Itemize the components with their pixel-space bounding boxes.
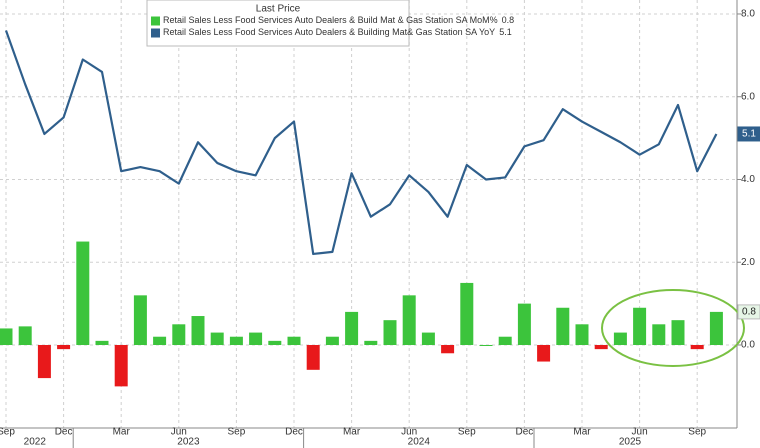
bar (421, 332, 435, 345)
bar (325, 336, 339, 345)
bar (37, 344, 51, 379)
bar (652, 324, 666, 345)
bar (556, 307, 570, 345)
legend-name: Retail Sales Less Food Services Auto Dea… (163, 27, 495, 37)
last-value-label: 0.8 (742, 307, 756, 318)
x-tick-label: Jun (401, 427, 417, 438)
bar (517, 303, 531, 345)
x-tick-label: Jun (171, 427, 187, 438)
bar (364, 340, 378, 345)
bar (153, 336, 167, 345)
bar (537, 344, 551, 362)
bar (460, 282, 474, 345)
bar (95, 340, 109, 345)
bar (191, 316, 205, 345)
bar (114, 344, 128, 387)
bar (0, 328, 13, 345)
y-tick-label: 4.0 (741, 174, 755, 185)
x-year-label: 2022 (24, 437, 47, 448)
bar (345, 311, 359, 345)
bar (268, 340, 282, 345)
bar (498, 336, 512, 345)
legend-label: Retail Sales Less Food Services Auto Dea… (163, 15, 514, 25)
highlight-ellipse (601, 289, 745, 367)
bar (306, 344, 320, 370)
bar (287, 336, 301, 345)
last-value-tag (737, 304, 760, 320)
bar (594, 344, 608, 350)
legend-swatch (151, 28, 160, 38)
marks (0, 30, 723, 387)
y-tick-label: 2.0 (741, 257, 755, 268)
y-tick-label: 8.0 (741, 9, 755, 20)
x-tick-label: Dec (285, 427, 303, 438)
x-year-label: 2024 (408, 437, 431, 448)
x-year-label: 2023 (177, 437, 200, 448)
legend-swatch (151, 16, 160, 26)
legend-last-value: 5.1 (499, 27, 512, 37)
bar (613, 332, 627, 345)
bar (133, 295, 147, 345)
x-tick-label: Mar (113, 427, 131, 438)
x-tick-label: Dec (55, 427, 73, 438)
x-tick-label: Mar (343, 427, 361, 438)
bar (671, 320, 685, 345)
bar (249, 332, 263, 345)
bar (633, 307, 647, 345)
bar (709, 311, 723, 345)
x-year-label: 2025 (619, 437, 642, 448)
x-tick-label: Sep (688, 427, 706, 438)
bar (402, 295, 416, 345)
last-value-label: 5.1 (742, 129, 756, 140)
bar (229, 336, 243, 345)
x-tick-label: Dec (516, 427, 534, 438)
bar (76, 241, 90, 345)
bar (18, 326, 32, 345)
bar (172, 324, 186, 345)
x-tick-label: Sep (0, 427, 15, 438)
bar (479, 344, 493, 346)
legend-title: Last Price (256, 4, 301, 15)
legend-name: Retail Sales Less Food Services Auto Dea… (163, 15, 498, 25)
bar (690, 344, 704, 350)
bar (383, 320, 397, 345)
legend: Last Price Retail Sales Less Food Servic… (146, 0, 514, 47)
bar (441, 344, 455, 354)
y-tick-label: 6.0 (741, 91, 755, 102)
x-tick-label: Jun (632, 427, 648, 438)
legend-label: Retail Sales Less Food Services Auto Dea… (163, 27, 512, 37)
bar (575, 324, 589, 345)
bar (57, 344, 71, 350)
legend-last-value: 0.8 (502, 15, 515, 25)
line (4, 30, 718, 256)
x-tick-label: Sep (458, 427, 476, 438)
x-tick-label: Mar (573, 427, 591, 438)
last-value-tag (737, 126, 760, 142)
y-tick-label: 0.0 (741, 340, 755, 351)
bar (210, 332, 224, 345)
legend-box (146, 0, 410, 47)
x-tick-label: Sep (228, 427, 246, 438)
